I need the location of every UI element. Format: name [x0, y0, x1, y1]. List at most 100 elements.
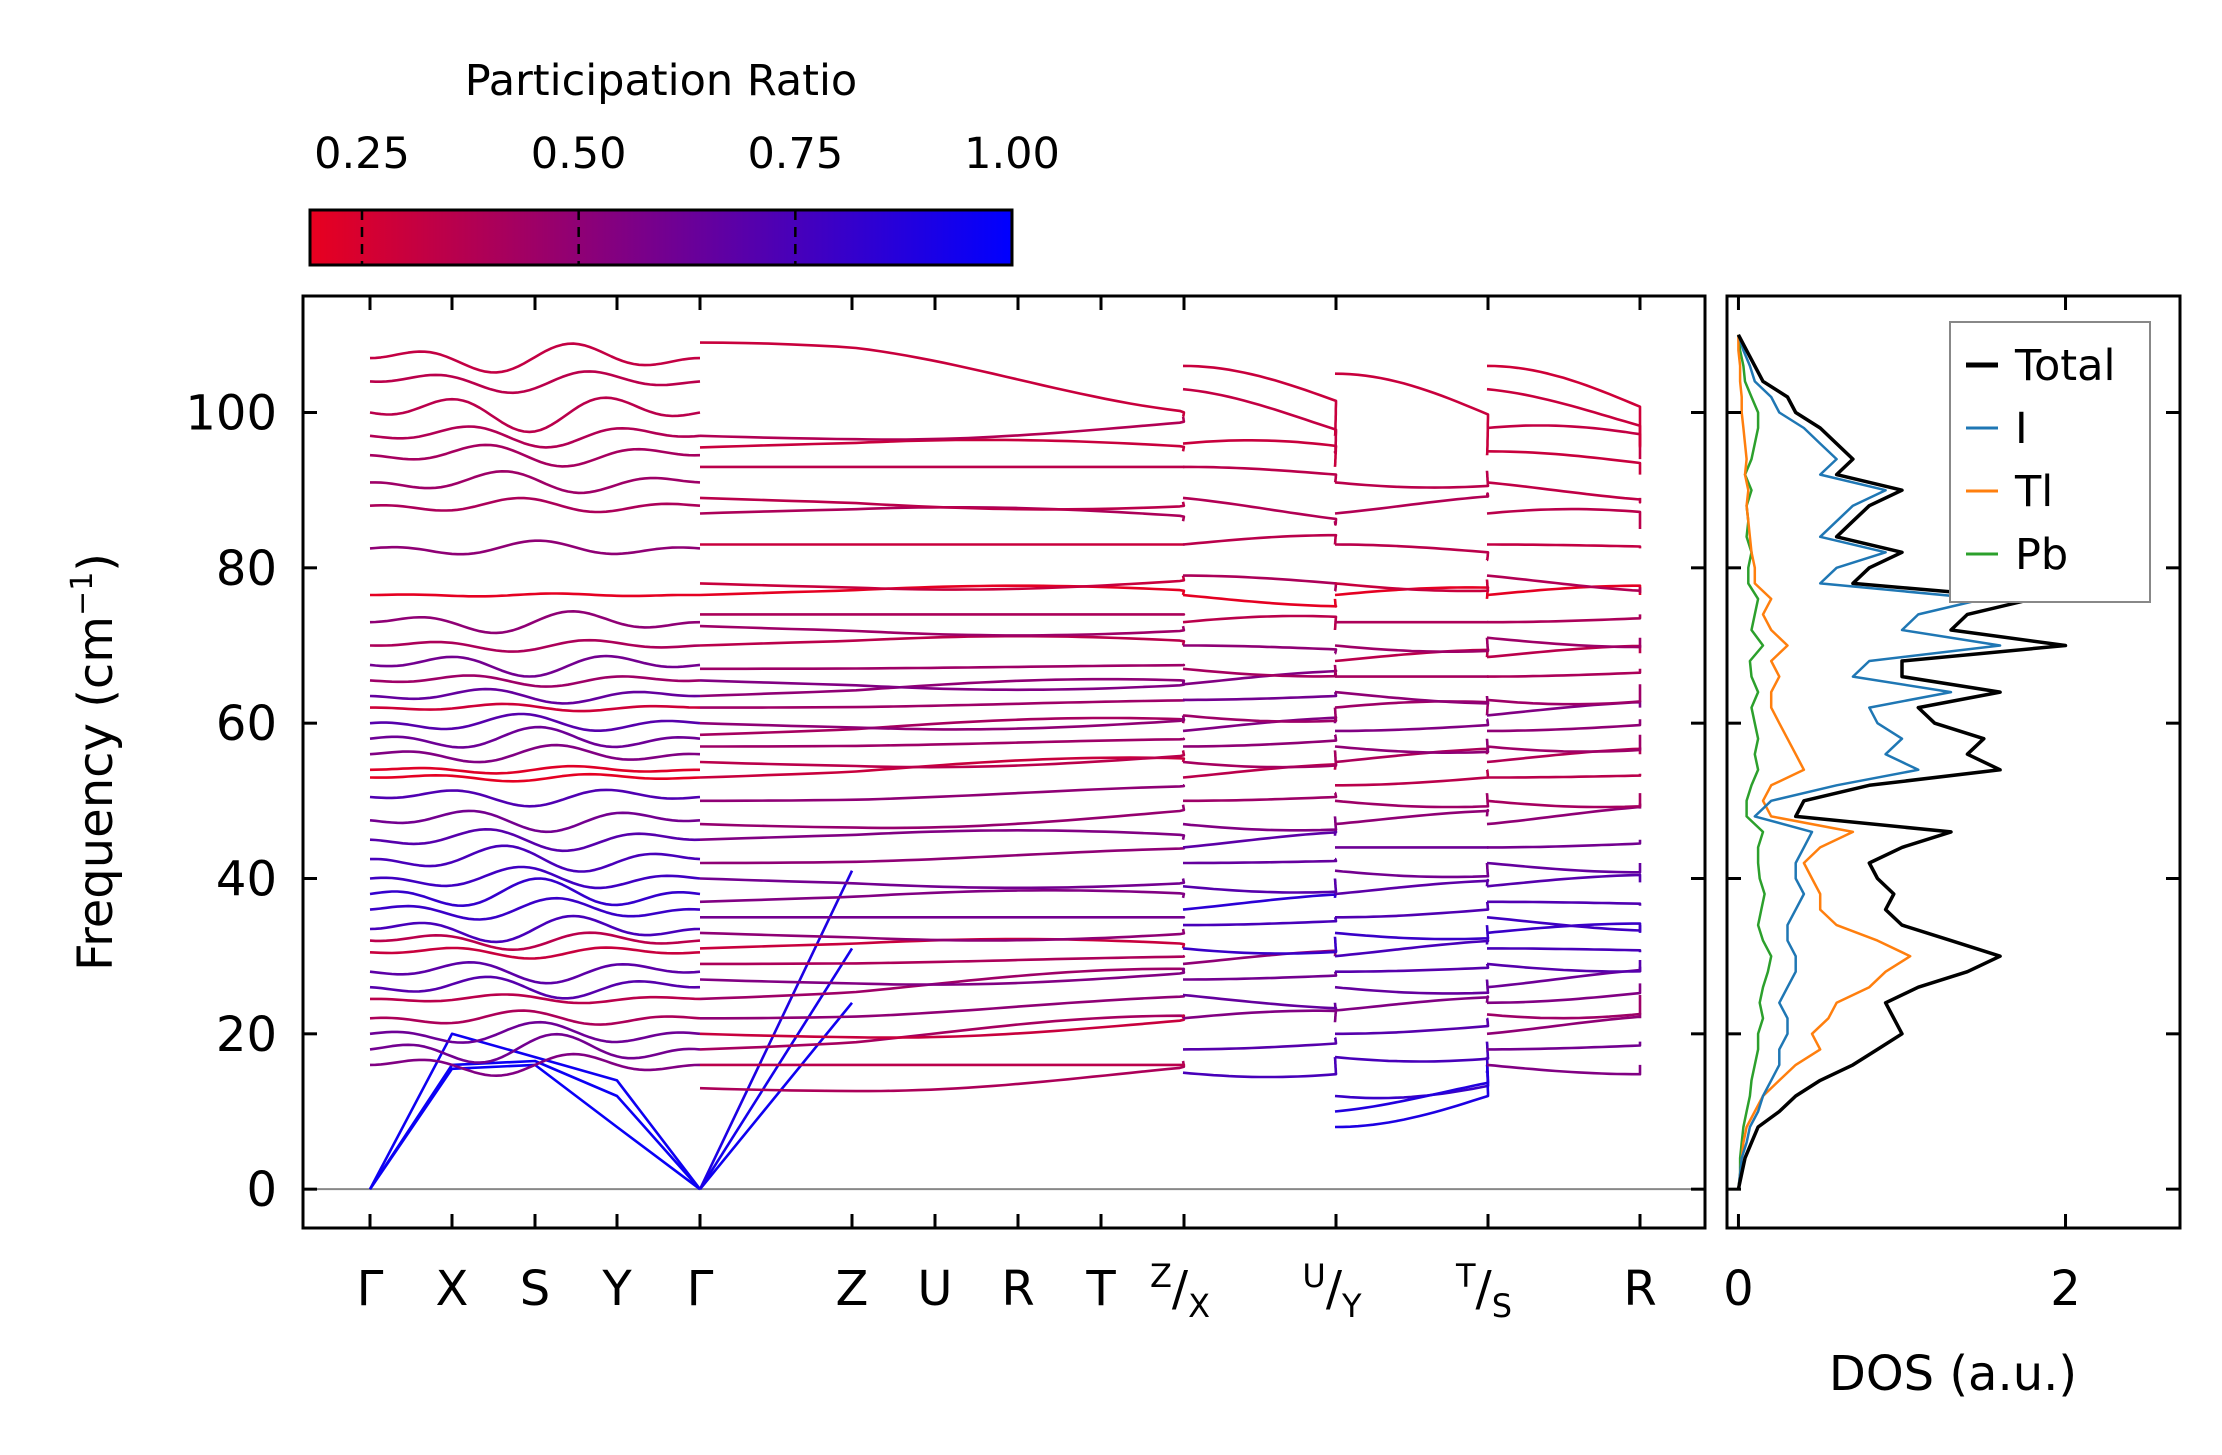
optical-branch	[369, 931, 701, 951]
optical-branch	[1487, 543, 1642, 550]
optical-branch	[1486, 481, 1642, 504]
optical-branch	[1335, 1017, 1490, 1036]
k-point-label: Z	[836, 1261, 869, 1317]
colorbar: Participation Ratio 0.25 0.50 0.75 1.00	[308, 56, 1060, 267]
optical-branch	[369, 370, 701, 395]
optical-branch	[699, 438, 1186, 452]
optical-branch	[699, 804, 1186, 830]
optical-branch	[1486, 982, 1642, 1005]
optical-branch	[1486, 1063, 1642, 1076]
optical-branch	[699, 928, 1186, 942]
optical-branch	[699, 624, 1186, 637]
optical-branch	[1183, 644, 1338, 655]
colorbar-tick-label: 0.75	[747, 129, 843, 179]
k-point-label: U	[917, 1261, 952, 1317]
optical-branch	[1334, 978, 1490, 995]
optical-branch	[699, 967, 1186, 1001]
optical-branch	[1182, 707, 1338, 723]
colorbar-tick-label: 1.00	[964, 129, 1060, 179]
optical-branch	[1182, 815, 1338, 832]
optical-branch	[369, 539, 701, 556]
optical-branch	[1486, 861, 1642, 874]
optical-branch	[699, 679, 1186, 692]
acoustic-branch	[698, 947, 854, 1190]
optical-branch	[1334, 924, 1490, 941]
optical-branch	[1487, 947, 1642, 954]
optical-branch	[369, 425, 701, 449]
optical-branch	[1182, 1009, 1338, 1023]
optical-branch	[1334, 862, 1490, 879]
dos-series-tl	[1737, 334, 1912, 1190]
optical-branch	[1334, 792, 1490, 809]
optical-branch	[1334, 938, 1490, 958]
optical-branch	[1486, 636, 1642, 649]
optical-branch	[1182, 664, 1338, 678]
optical-branch	[369, 788, 701, 808]
dos-series-pb	[1737, 334, 1773, 1190]
legend-label: I	[2015, 404, 2028, 454]
optical-branch	[1335, 900, 1490, 919]
k-point-label: Γ	[687, 1261, 714, 1317]
optical-branch	[1487, 900, 1642, 907]
k-point-label: Z/X	[1150, 1257, 1210, 1325]
colorbar-tick-label: 0.25	[314, 129, 410, 179]
colorbar-label: Participation Ratio	[465, 56, 858, 106]
optical-branch	[1334, 1063, 1490, 1129]
optical-branch	[369, 844, 701, 873]
optical-branch	[1487, 1040, 1642, 1051]
dos-plot-frame	[1725, 294, 2182, 1230]
optical-branch	[1335, 718, 1490, 733]
optical-branch	[369, 496, 701, 514]
optical-branch	[369, 865, 701, 890]
optical-branch	[369, 725, 701, 749]
band-y-axis-label-main: Frequency (cm	[68, 616, 124, 971]
optical-branch	[369, 712, 701, 732]
optical-branch	[1183, 574, 1338, 593]
optical-branch	[699, 584, 1186, 597]
optical-branch	[369, 342, 701, 374]
optical-branch	[1334, 878, 1490, 896]
optical-branch	[369, 610, 701, 635]
optical-branch	[699, 341, 1186, 418]
optical-branch	[699, 1060, 1186, 1093]
optical-branch	[1182, 364, 1338, 437]
optical-branch	[1182, 533, 1338, 546]
optical-branch	[1486, 994, 1642, 1020]
optical-branch	[1334, 995, 1490, 1012]
optical-branch	[700, 954, 1186, 966]
optical-branch	[1183, 916, 1338, 927]
band-y-axis-label-sup: −1	[65, 572, 100, 616]
optical-branch	[1334, 746, 1490, 764]
optical-branch	[1487, 838, 1642, 849]
optical-branch	[1182, 614, 1338, 631]
optical-branch	[1182, 715, 1338, 733]
optical-branch	[1486, 734, 1642, 753]
optical-branch	[370, 702, 701, 713]
dos-curves	[1736, 333, 2068, 1190]
optical-branch	[1486, 507, 1642, 530]
optical-branch	[369, 772, 701, 783]
acoustic-branch	[698, 1001, 854, 1191]
optical-branch	[369, 638, 701, 653]
optical-branch	[699, 1013, 1186, 1039]
optical-branch	[1334, 808, 1490, 826]
optical-branch	[369, 396, 701, 434]
optical-branch	[1182, 891, 1338, 911]
optical-branch	[1334, 738, 1490, 754]
phonon-branches	[368, 341, 1642, 1191]
optical-branch	[699, 889, 1186, 904]
optical-branch	[369, 1032, 701, 1064]
optical-branch	[1334, 637, 1490, 653]
colorbar-tick-label: 0.50	[531, 129, 627, 179]
optical-branch	[699, 714, 1186, 731]
optical-branch	[1334, 543, 1490, 562]
k-point-label: X	[436, 1261, 469, 1317]
legend-label: Tl	[2014, 467, 2053, 517]
optical-branch	[1486, 916, 1642, 933]
optical-branch	[1183, 690, 1338, 702]
k-point-label: S	[520, 1261, 550, 1317]
optical-branch	[1486, 450, 1642, 476]
optical-branch	[369, 828, 701, 853]
